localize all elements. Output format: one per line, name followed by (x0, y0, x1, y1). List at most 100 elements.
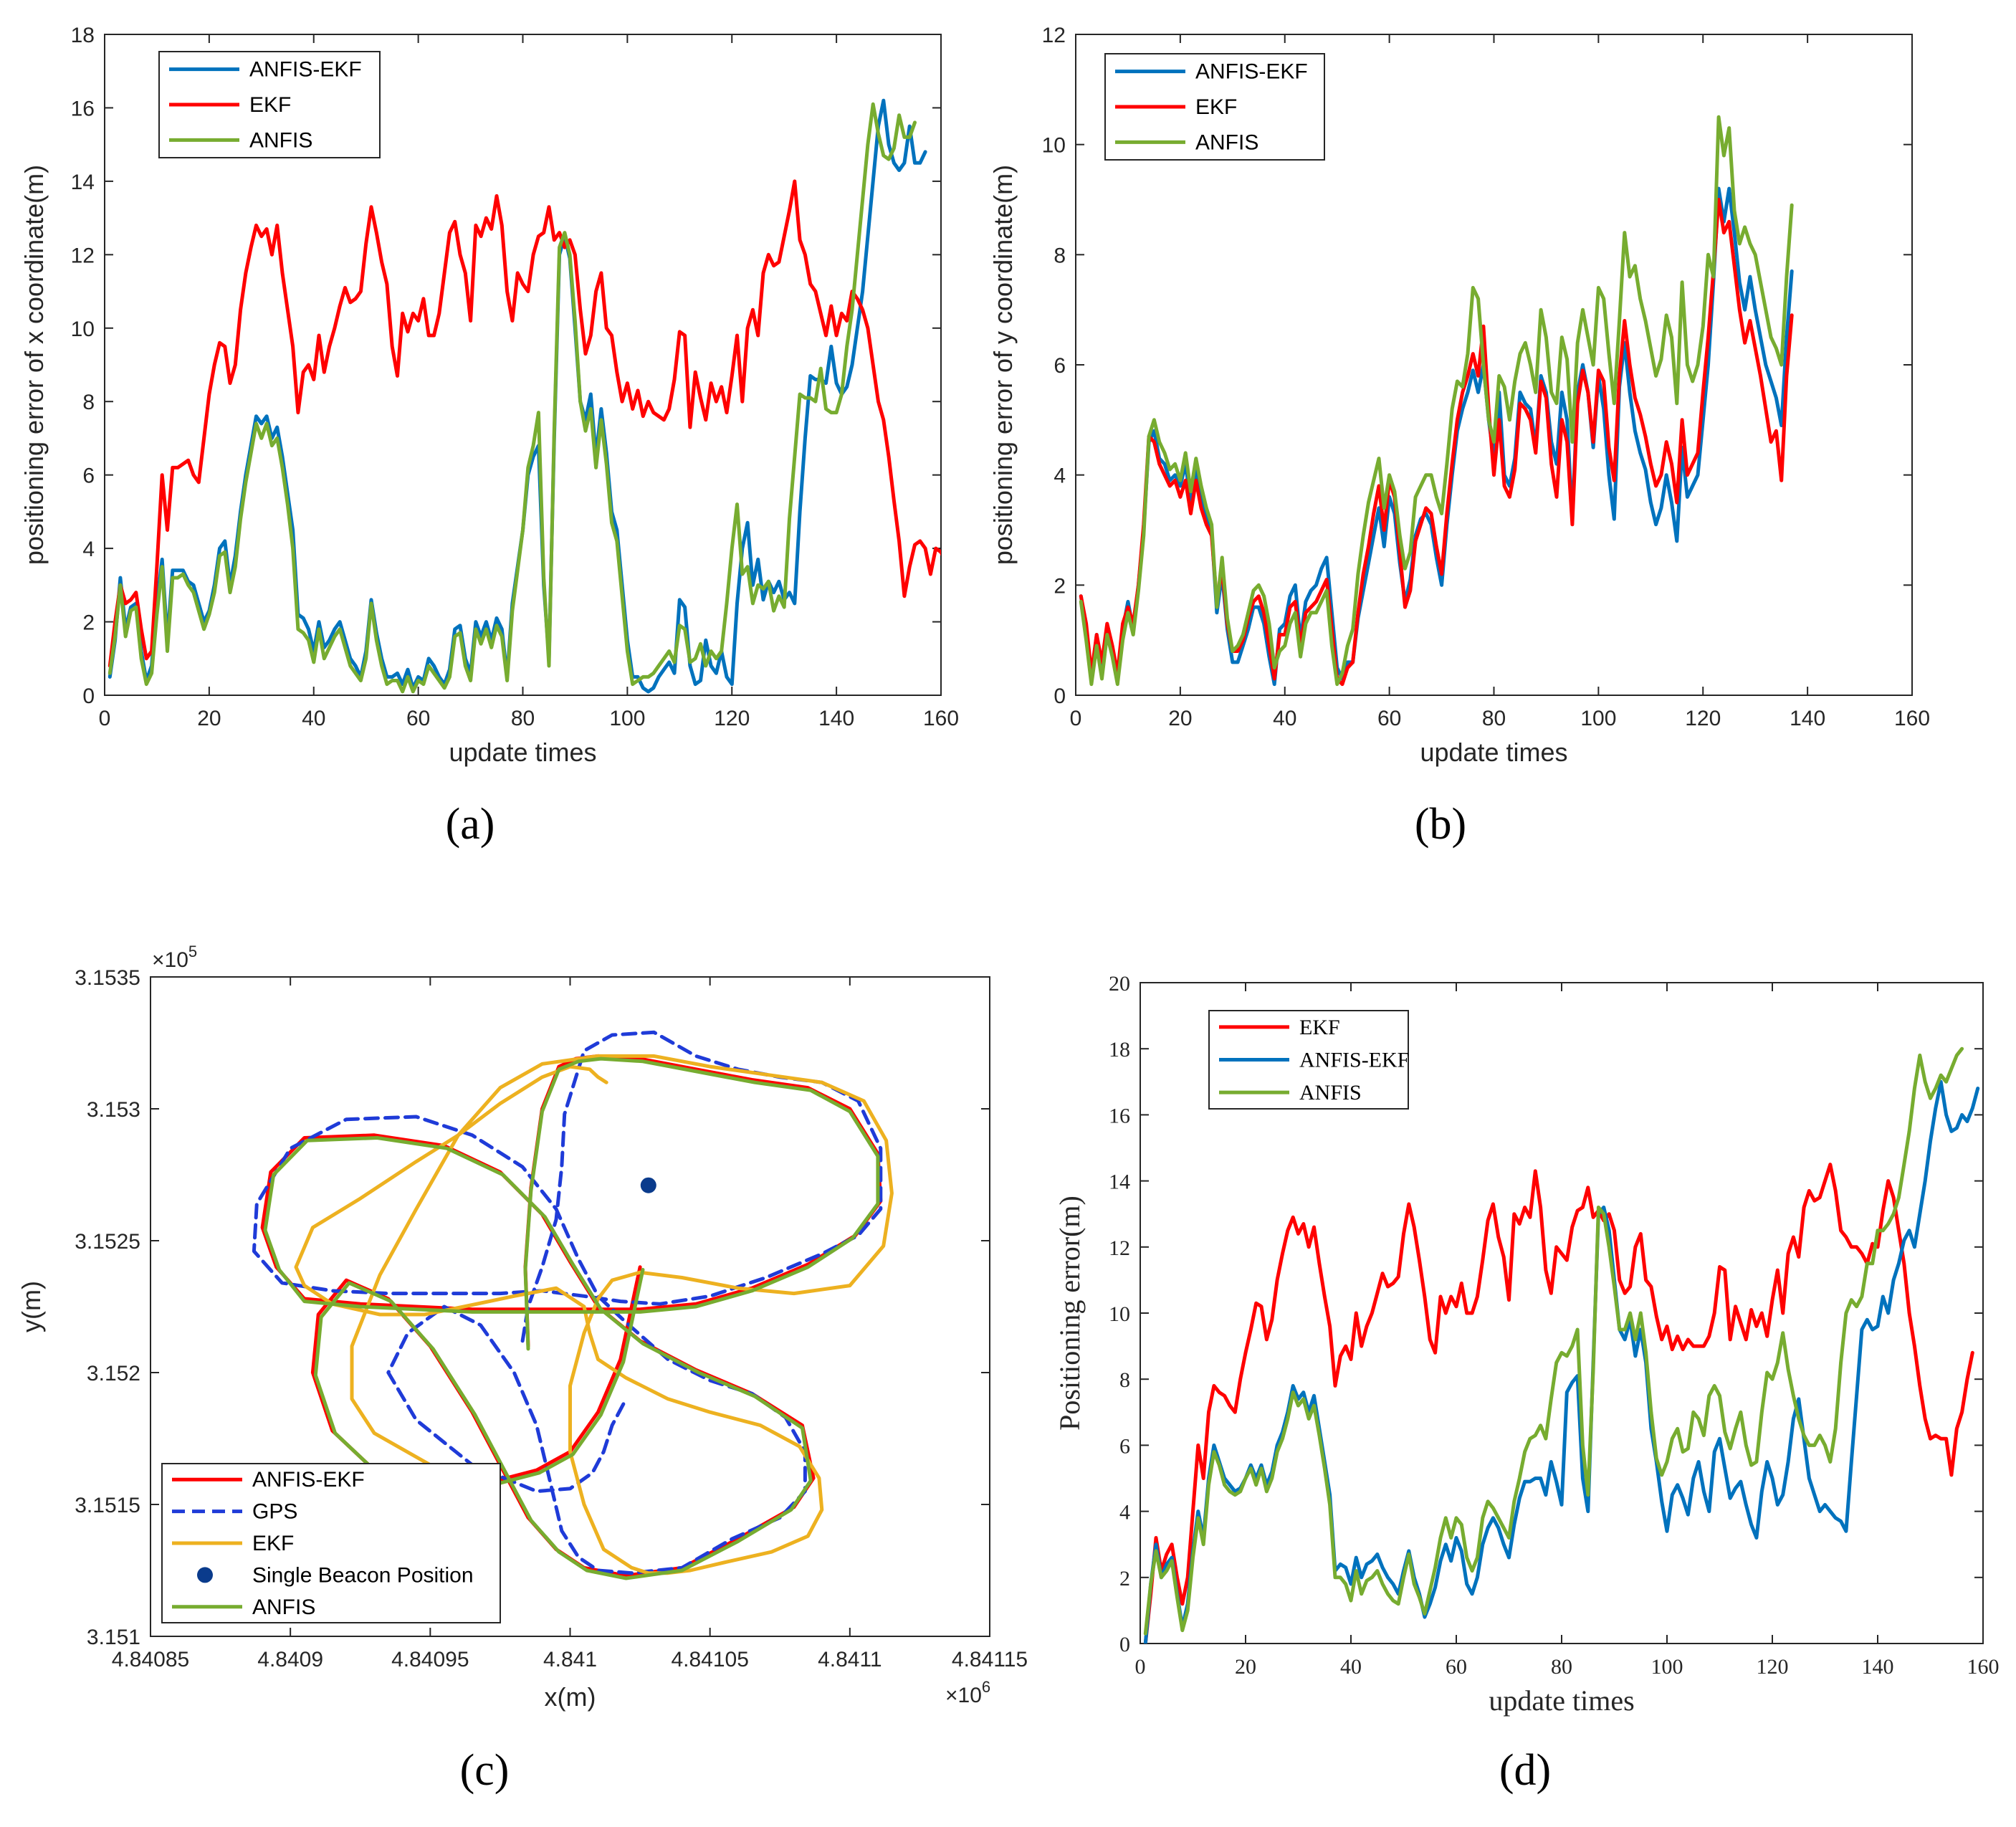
legend-label: EKF (252, 1532, 294, 1555)
legend-label: GPS (252, 1500, 297, 1524)
legend-label: ANFIS-EKF (249, 58, 362, 82)
x-axis-label: update times (1489, 1684, 1634, 1717)
x-tick-label: 160 (923, 707, 959, 730)
y-tick-label: 2 (1119, 1567, 1130, 1590)
x-tick-label: 80 (1551, 1655, 1572, 1679)
y-tick-label: 3.153 (87, 1098, 140, 1122)
y-tick-label: 0 (82, 684, 95, 708)
series-line-ekf (108, 179, 941, 668)
series-line-anfis (108, 102, 917, 694)
y-tick-label: 6 (82, 464, 95, 488)
y-tick-label: 4 (1054, 464, 1066, 488)
x-tick-label: 20 (197, 707, 221, 730)
x-tick-label: 60 (1446, 1655, 1467, 1679)
series-line-ekf (1143, 1163, 1974, 1644)
y-multiplier-exponent: 5 (188, 943, 197, 960)
series-line-anfis (1079, 115, 1794, 687)
y-tick-label: 3.1515 (75, 1494, 140, 1517)
y-tick-label: 12 (1042, 24, 1066, 47)
x-axis-label: update times (1420, 738, 1567, 767)
x-tick-label: 20 (1168, 707, 1192, 730)
y-tick-label: 2 (1054, 574, 1066, 598)
panel-label-c: (c) (460, 1746, 510, 1795)
y-tick-label: 3.151 (87, 1626, 140, 1649)
x-tick-label: 160 (1894, 707, 1930, 730)
y-tick-label: 8 (1054, 244, 1066, 267)
y-tick-label: 18 (71, 24, 95, 47)
y-tick-label: 18 (1109, 1038, 1130, 1062)
y-tick-label: 10 (1109, 1302, 1130, 1326)
x-tick-label: 0 (1070, 707, 1082, 730)
x-tick-label: 120 (714, 707, 750, 730)
x-tick-label: 40 (302, 707, 325, 730)
y-axis-label: Positioning error(m) (1054, 1196, 1086, 1431)
panel-b: 0 20 40 60 80 100 120 140 160 0 2 4 6 8 10 12 update tim… (988, 24, 1930, 849)
legend-label: ANFIS (1299, 1081, 1362, 1105)
panel-label-b: (b) (1415, 800, 1466, 849)
y-tick-label: 4 (1119, 1501, 1130, 1525)
y-tick-label: 4 (82, 538, 95, 561)
x-tick-label: 4.84085 (112, 1648, 189, 1671)
legend-label: ANFIS (249, 128, 312, 152)
legend-label: ANFIS (252, 1595, 315, 1619)
y-axis-label: positioning error of x coordinate(m) (19, 165, 49, 565)
series-group (252, 1030, 894, 1580)
x-tick-label: 60 (406, 707, 430, 730)
y-tick-label: 0 (1054, 684, 1066, 708)
y-tick-label: 20 (1109, 972, 1130, 996)
x-tick-label: 140 (1862, 1655, 1894, 1679)
x-tick-label: 4.84115 (952, 1648, 1028, 1671)
x-tick-label: 140 (1790, 707, 1825, 730)
x-tick-label: 80 (511, 707, 535, 730)
y-tick-label: 14 (71, 171, 95, 194)
x-tick-label: 40 (1340, 1655, 1362, 1679)
y-tick-label: 10 (71, 318, 95, 341)
legend-label: ANFIS-EKF (1195, 60, 1308, 84)
panel-c: 4.84085 4.8409 4.84095 4.841 4.84105 4.8411 4.… (16, 943, 1028, 1795)
x-tick-label: 0 (1135, 1655, 1146, 1679)
x-tick-label: 160 (1967, 1655, 2000, 1679)
panel-label-d: (d) (1499, 1746, 1551, 1795)
legend-label: ANFIS-EKF (252, 1468, 365, 1492)
x-multiplier-exponent: 6 (982, 1678, 990, 1696)
series-group (1079, 115, 1794, 687)
x-tick-label: 120 (1685, 707, 1721, 730)
x-tick-label: 100 (609, 707, 645, 730)
y-tick-label: 12 (1109, 1236, 1130, 1260)
x-axis-label: x(m) (545, 1682, 596, 1712)
y-tick-label: 3.1525 (75, 1230, 140, 1254)
legend-marker-beacon (197, 1567, 213, 1583)
x-tick-label: 20 (1235, 1655, 1256, 1679)
y-tick-label: 10 (1042, 134, 1066, 158)
x-multiplier: ×106 (945, 1678, 990, 1707)
legend-label: ANFIS (1195, 130, 1258, 154)
legend-label: EKF (1195, 95, 1237, 119)
x-tick-label: 100 (1651, 1655, 1683, 1679)
series-line-anfis (1143, 1046, 1964, 1636)
series-line-anfis (263, 1056, 880, 1580)
y-tick-label: 6 (1119, 1434, 1130, 1458)
y-axis-label: positioning error of y coordinate(m) (988, 165, 1018, 565)
y-tick-label: 16 (71, 97, 95, 120)
x-tick-label: 0 (99, 707, 111, 730)
y-axis-label: y(m) (16, 1281, 46, 1332)
panel-d: 0 20 40 60 80 100 120 140 160 0 2 4 6 8 10 12 14 16 18 20 up… (1054, 972, 2000, 1795)
x-tick-label: 120 (1757, 1655, 1789, 1679)
y-tick-label: 2 (82, 611, 95, 635)
x-tick-label: 100 (1580, 707, 1616, 730)
legend-label: EKF (249, 93, 291, 117)
series-group (1143, 1046, 1980, 1644)
legend-label: ANFIS-EKF (1299, 1049, 1409, 1072)
legend-label: Single Beacon Position (252, 1563, 474, 1587)
series-line-ekf (1079, 198, 1794, 687)
y-tick-label: 3.152 (87, 1362, 140, 1385)
x-tick-label: 4.8411 (818, 1648, 882, 1671)
x-tick-label: 140 (818, 707, 854, 730)
panel-label-a: (a) (446, 800, 495, 849)
x-tick-label: 80 (1482, 707, 1506, 730)
y-tick-label: 16 (1109, 1104, 1130, 1127)
y-tick-label: 3.1535 (75, 966, 140, 990)
y-multiplier: ×105 (152, 943, 197, 972)
x-tick-label: 4.8409 (257, 1648, 323, 1671)
